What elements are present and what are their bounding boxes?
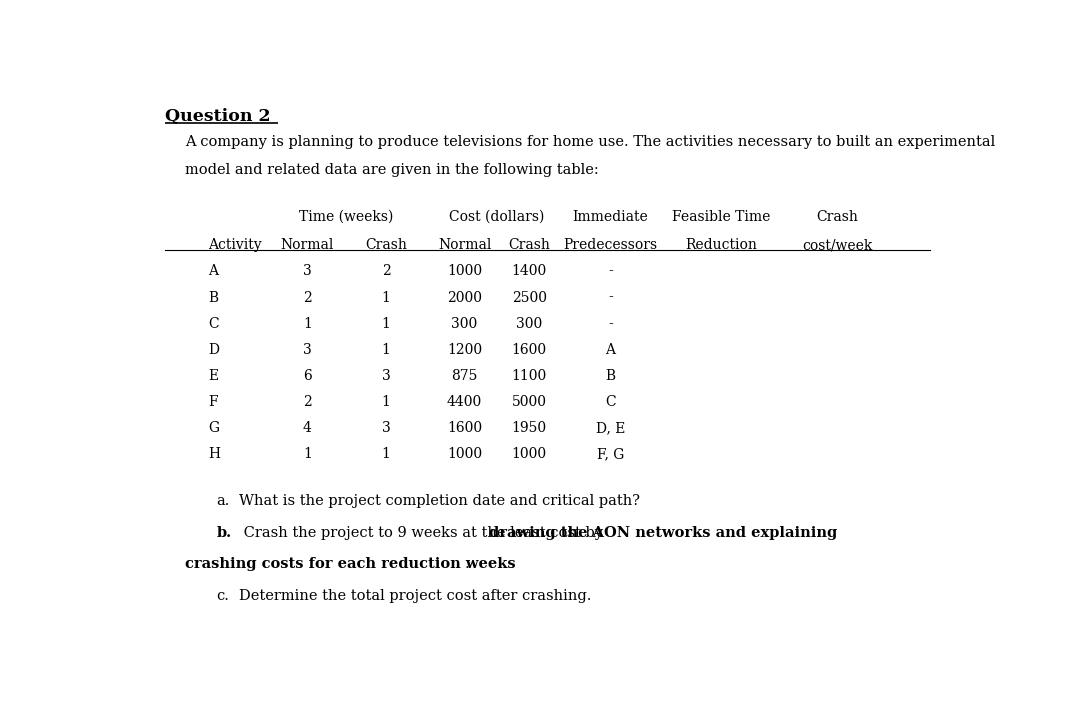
Text: A company is planning to produce televisions for home use. The activities necess: A company is planning to produce televis…	[185, 135, 995, 149]
Text: 5000: 5000	[512, 395, 547, 409]
Text: 4: 4	[303, 421, 312, 436]
Text: F, G: F, G	[597, 448, 624, 462]
Text: Activity: Activity	[208, 238, 262, 252]
Text: Crash the project to 9 weeks at the least cost by: Crash the project to 9 weeks at the leas…	[239, 526, 608, 540]
Text: 1200: 1200	[447, 343, 482, 357]
Text: Crash: Crash	[816, 210, 858, 224]
Text: -: -	[608, 291, 613, 305]
Text: C: C	[604, 395, 615, 409]
Text: cost/week: cost/week	[802, 238, 873, 252]
Text: Reduction: Reduction	[686, 238, 757, 252]
Text: What is the project completion date and critical path?: What is the project completion date and …	[239, 494, 641, 508]
Text: -: -	[608, 317, 613, 331]
Text: 1: 1	[303, 317, 312, 331]
Text: G: G	[208, 421, 219, 436]
Text: D: D	[208, 343, 219, 357]
Text: 3: 3	[381, 421, 390, 436]
Text: 1400: 1400	[512, 264, 547, 279]
Text: Crash: Crash	[508, 238, 550, 252]
Text: crashing costs for each reduction weeks: crashing costs for each reduction weeks	[185, 557, 516, 571]
Text: 2: 2	[303, 395, 312, 409]
Text: A: A	[208, 264, 218, 279]
Text: 1: 1	[381, 448, 391, 462]
Text: Question 2: Question 2	[164, 107, 274, 124]
Text: 1100: 1100	[512, 369, 547, 383]
Text: 1: 1	[381, 395, 391, 409]
Text: 2000: 2000	[447, 291, 482, 305]
Text: b.: b.	[216, 526, 232, 540]
Text: Time (weeks): Time (weeks)	[299, 210, 394, 224]
Text: 1: 1	[381, 291, 391, 305]
Text: Cost (dollars): Cost (dollars)	[450, 210, 545, 224]
Text: Crash: Crash	[365, 238, 407, 252]
Text: 3: 3	[303, 264, 312, 279]
Text: a.: a.	[216, 494, 230, 508]
Text: 3: 3	[303, 343, 312, 357]
Text: 1950: 1950	[512, 421, 547, 436]
Text: E: E	[208, 369, 218, 383]
Text: Immediate: Immediate	[572, 210, 648, 224]
Text: drawing the AON networks and explaining: drawing the AON networks and explaining	[489, 526, 837, 540]
Text: Predecessors: Predecessors	[563, 238, 657, 252]
Text: Determine the total project cost after crashing.: Determine the total project cost after c…	[239, 589, 592, 603]
Text: 3: 3	[381, 369, 390, 383]
Text: c.: c.	[216, 589, 230, 603]
Text: Normal: Normal	[281, 238, 334, 252]
Text: -: -	[608, 264, 613, 279]
Text: 1000: 1000	[447, 448, 482, 462]
Text: Feasible Time: Feasible Time	[672, 210, 770, 224]
Text: D, E: D, E	[596, 421, 625, 436]
Text: 300: 300	[452, 317, 477, 331]
Text: H: H	[208, 448, 220, 462]
Text: Normal: Normal	[438, 238, 491, 252]
Text: 1000: 1000	[447, 264, 482, 279]
Text: .: .	[465, 557, 469, 571]
Text: 4400: 4400	[446, 395, 483, 409]
Text: 2500: 2500	[512, 291, 547, 305]
Text: B: B	[606, 369, 615, 383]
Text: 875: 875	[452, 369, 477, 383]
Text: 2: 2	[381, 264, 390, 279]
Text: 1600: 1600	[512, 343, 547, 357]
Text: 1600: 1600	[447, 421, 482, 436]
Text: 2: 2	[303, 291, 312, 305]
Text: C: C	[208, 317, 219, 331]
Text: F: F	[208, 395, 218, 409]
Text: 6: 6	[303, 369, 312, 383]
Text: model and related data are given in the following table:: model and related data are given in the …	[185, 163, 598, 177]
Text: 1000: 1000	[512, 448, 547, 462]
Text: 1: 1	[381, 343, 391, 357]
Text: 1: 1	[303, 448, 312, 462]
Text: 300: 300	[516, 317, 543, 331]
Text: B: B	[208, 291, 218, 305]
Text: 1: 1	[381, 317, 391, 331]
Text: A: A	[606, 343, 615, 357]
